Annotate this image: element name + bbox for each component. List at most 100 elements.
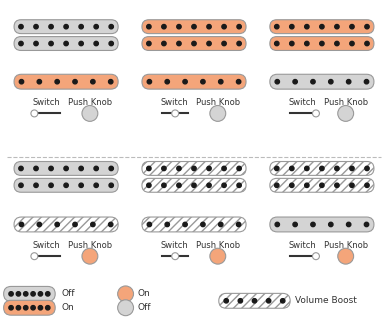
Circle shape <box>31 110 38 117</box>
FancyBboxPatch shape <box>14 217 118 232</box>
Circle shape <box>172 110 178 117</box>
Circle shape <box>109 80 113 84</box>
Circle shape <box>305 166 309 171</box>
Circle shape <box>147 80 152 84</box>
Circle shape <box>45 292 50 296</box>
Circle shape <box>338 248 353 264</box>
Text: Switch: Switch <box>288 241 316 250</box>
Circle shape <box>177 24 181 29</box>
Circle shape <box>218 80 223 84</box>
Text: Push Knob: Push Knob <box>68 241 112 250</box>
Circle shape <box>37 80 42 84</box>
Circle shape <box>192 24 196 29</box>
Circle shape <box>311 80 315 84</box>
Circle shape <box>275 222 279 227</box>
Text: Off: Off <box>137 303 151 312</box>
Circle shape <box>201 80 205 84</box>
Circle shape <box>338 106 353 121</box>
Circle shape <box>162 166 166 171</box>
Circle shape <box>37 222 42 227</box>
Circle shape <box>162 183 166 188</box>
Circle shape <box>79 24 83 29</box>
Circle shape <box>237 24 241 29</box>
Circle shape <box>218 222 223 227</box>
Circle shape <box>192 41 196 46</box>
FancyBboxPatch shape <box>270 37 374 50</box>
FancyBboxPatch shape <box>14 20 118 33</box>
FancyBboxPatch shape <box>14 162 118 176</box>
Circle shape <box>275 183 279 188</box>
Circle shape <box>290 166 294 171</box>
Text: Switch: Switch <box>288 98 316 107</box>
Circle shape <box>192 183 196 188</box>
FancyBboxPatch shape <box>142 20 246 33</box>
Circle shape <box>79 183 83 188</box>
Circle shape <box>31 306 35 310</box>
Circle shape <box>329 80 333 84</box>
Circle shape <box>365 166 369 171</box>
Circle shape <box>210 248 226 264</box>
Text: Push Knob: Push Knob <box>68 98 112 107</box>
FancyBboxPatch shape <box>270 178 374 192</box>
Text: Switch: Switch <box>160 98 188 107</box>
Circle shape <box>335 41 339 46</box>
Circle shape <box>177 41 181 46</box>
Circle shape <box>312 253 319 260</box>
Circle shape <box>224 299 229 303</box>
Circle shape <box>238 299 242 303</box>
Circle shape <box>45 306 50 310</box>
Circle shape <box>207 24 211 29</box>
Circle shape <box>335 166 339 171</box>
Circle shape <box>118 300 133 316</box>
Circle shape <box>9 292 13 296</box>
Text: Switch: Switch <box>33 98 60 107</box>
Circle shape <box>82 248 98 264</box>
Circle shape <box>177 166 181 171</box>
Circle shape <box>293 80 297 84</box>
Circle shape <box>147 41 151 46</box>
Circle shape <box>55 80 59 84</box>
FancyBboxPatch shape <box>142 74 246 89</box>
Circle shape <box>162 41 166 46</box>
Circle shape <box>94 166 98 171</box>
Circle shape <box>275 24 279 29</box>
Circle shape <box>312 110 319 117</box>
Circle shape <box>49 166 53 171</box>
Circle shape <box>311 222 315 227</box>
Circle shape <box>207 166 211 171</box>
Circle shape <box>364 80 369 84</box>
Circle shape <box>275 166 279 171</box>
Circle shape <box>79 166 83 171</box>
Circle shape <box>19 183 23 188</box>
Circle shape <box>222 183 226 188</box>
Circle shape <box>64 24 68 29</box>
Circle shape <box>290 24 294 29</box>
Circle shape <box>64 166 68 171</box>
Circle shape <box>183 80 187 84</box>
Circle shape <box>305 24 309 29</box>
Text: Switch: Switch <box>160 241 188 250</box>
Circle shape <box>222 41 226 46</box>
FancyBboxPatch shape <box>219 293 290 308</box>
Circle shape <box>147 166 151 171</box>
Circle shape <box>281 299 285 303</box>
FancyBboxPatch shape <box>142 217 246 232</box>
Circle shape <box>109 222 113 227</box>
Circle shape <box>350 183 354 188</box>
Circle shape <box>49 24 53 29</box>
Circle shape <box>24 306 28 310</box>
Circle shape <box>320 41 324 46</box>
Text: Push Knob: Push Knob <box>324 241 368 250</box>
Circle shape <box>346 80 351 84</box>
Circle shape <box>19 41 23 46</box>
Circle shape <box>305 41 309 46</box>
Circle shape <box>109 166 113 171</box>
Circle shape <box>79 41 83 46</box>
Circle shape <box>222 166 226 171</box>
Circle shape <box>31 253 38 260</box>
Circle shape <box>192 166 196 171</box>
Circle shape <box>49 41 53 46</box>
Circle shape <box>177 183 181 188</box>
Circle shape <box>109 24 113 29</box>
Circle shape <box>38 292 43 296</box>
